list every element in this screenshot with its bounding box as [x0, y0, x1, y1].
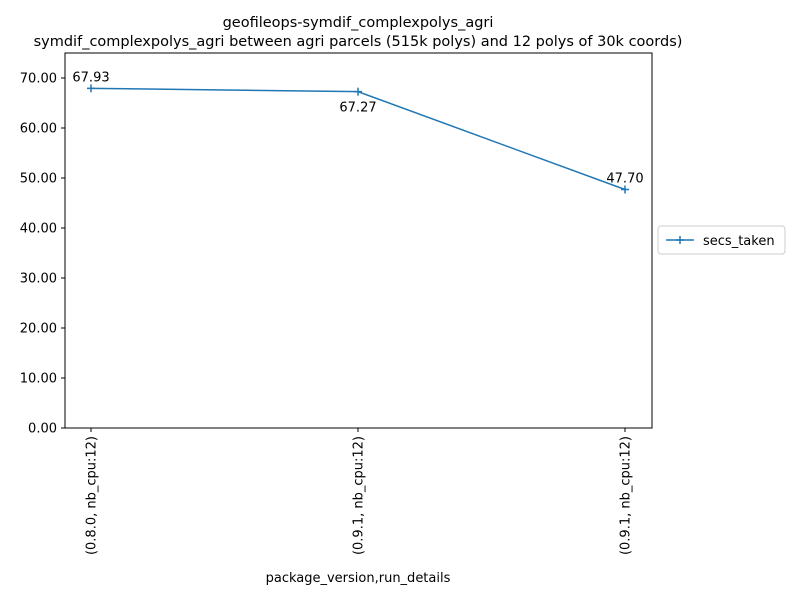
data-point	[87, 84, 95, 93]
data-point	[621, 185, 629, 194]
x-tick-label: (0.9.1, nb_cpu:12)	[352, 436, 367, 555]
data-label: 67.93	[72, 70, 109, 85]
y-axis: 0.00 10.00 20.00 30.00 40.00 50.00 60.00 70.00	[20, 72, 65, 437]
data-point	[354, 87, 362, 96]
y-tick-label: 50.00	[20, 172, 57, 187]
y-tick-label: 30.00	[20, 272, 57, 287]
y-tick-label: 70.00	[20, 72, 57, 87]
series-group	[87, 84, 629, 194]
data-label: 47.70	[606, 172, 643, 187]
legend: secs_taken	[657, 225, 786, 255]
data-label: 67.27	[339, 101, 376, 116]
chart-title: geofileops-symdif_complexpolys_agri	[223, 15, 494, 31]
legend-entry-secs-taken: secs_taken	[703, 234, 775, 249]
chart-subtitle: symdif_complexpolys_agri between agri pa…	[34, 34, 683, 50]
x-axis-label: package_version,run_details	[266, 571, 451, 586]
x-axis: (0.8.0, nb_cpu:12) (0.9.1, nb_cpu:12) (0.9…	[85, 428, 634, 555]
y-tick-label: 40.00	[20, 222, 57, 237]
y-tick-label: 10.00	[20, 372, 57, 387]
x-tick-label: (0.8.0, nb_cpu:12)	[85, 436, 100, 555]
x-tick-label: (0.9.1, nb_cpu:12)	[619, 436, 634, 555]
data-labels: 67.93 67.27 47.70	[72, 70, 643, 186]
y-tick-label: 60.00	[20, 122, 57, 137]
y-tick-label: 20.00	[20, 322, 57, 337]
legend-box	[657, 225, 786, 255]
y-tick-label: 0.00	[28, 422, 57, 437]
